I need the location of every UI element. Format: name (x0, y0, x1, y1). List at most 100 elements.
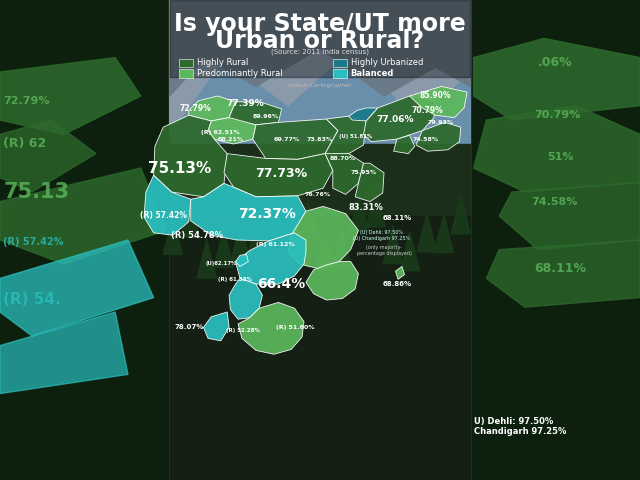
Polygon shape (0, 240, 154, 336)
Text: 76.76%: 76.76% (305, 192, 332, 197)
Bar (170, 0, 470, 480)
Polygon shape (401, 220, 420, 259)
Text: 77.39%: 77.39% (227, 99, 264, 108)
Text: 68.21%: 68.21% (217, 137, 244, 142)
Polygon shape (163, 204, 182, 242)
Polygon shape (229, 102, 282, 125)
Text: (U)62.17%: (U)62.17% (205, 262, 236, 266)
Polygon shape (486, 240, 640, 307)
Text: Highly Urbanized: Highly Urbanized (351, 59, 423, 67)
Polygon shape (253, 119, 338, 159)
Polygon shape (214, 184, 233, 223)
Bar (170, 0, 470, 77)
Text: 68.11%: 68.11% (382, 216, 412, 221)
Polygon shape (306, 262, 358, 300)
Polygon shape (170, 0, 470, 96)
Polygon shape (474, 106, 640, 192)
Text: 66.4%: 66.4% (257, 277, 306, 291)
FancyBboxPatch shape (179, 69, 193, 78)
Polygon shape (474, 38, 640, 120)
Polygon shape (299, 208, 318, 246)
Text: (R) 62: (R) 62 (3, 137, 46, 151)
Text: 83.31%: 83.31% (349, 203, 383, 212)
Text: (R) 54.: (R) 54. (3, 292, 61, 308)
Text: Balanced: Balanced (351, 69, 394, 78)
Polygon shape (229, 278, 262, 319)
Text: (R) 57.42%: (R) 57.42% (140, 211, 187, 219)
Text: (R) 57.42%: (R) 57.42% (3, 238, 63, 247)
Polygon shape (191, 183, 306, 241)
Polygon shape (265, 228, 284, 266)
FancyBboxPatch shape (333, 69, 347, 78)
Text: 85.90%: 85.90% (419, 92, 451, 100)
Bar (0, 0, 170, 480)
FancyBboxPatch shape (179, 59, 193, 67)
Text: 77.06%: 77.06% (377, 115, 414, 123)
Bar (470, 0, 640, 480)
Polygon shape (349, 236, 369, 274)
Text: 77.73%: 77.73% (255, 167, 308, 180)
Polygon shape (417, 233, 436, 271)
Text: 70.79%: 70.79% (412, 106, 444, 115)
Polygon shape (316, 197, 335, 235)
Polygon shape (248, 222, 267, 261)
Polygon shape (416, 122, 461, 151)
Text: 74.58%: 74.58% (531, 197, 577, 206)
Text: 79.93%: 79.93% (427, 120, 454, 125)
Polygon shape (0, 120, 96, 192)
Polygon shape (197, 235, 216, 273)
Text: 70.79%: 70.79% (534, 110, 580, 120)
Polygon shape (451, 229, 470, 267)
Text: (U) 51.81%: (U) 51.81% (339, 134, 372, 139)
Polygon shape (208, 118, 256, 144)
Text: Urban or Rural?: Urban or Rural? (216, 29, 424, 53)
Text: (R) 51.60%: (R) 51.60% (276, 325, 315, 330)
Text: 75.13%: 75.13% (148, 161, 211, 177)
Polygon shape (0, 58, 141, 134)
Text: (Source: 2011 India census): (Source: 2011 India census) (271, 48, 369, 55)
Text: 75.95%: 75.95% (350, 170, 377, 175)
Text: 88.70%: 88.70% (330, 156, 356, 161)
Polygon shape (396, 266, 404, 279)
Polygon shape (180, 227, 199, 265)
Text: (U) Dehli: 97.50%
(U) Chandigarh 97.25%: (U) Dehli: 97.50% (U) Chandigarh 97.25% (353, 230, 410, 240)
Polygon shape (383, 208, 403, 246)
Text: 51%: 51% (547, 153, 573, 162)
Text: 75.13: 75.13 (3, 182, 69, 202)
Polygon shape (410, 86, 467, 118)
Text: 72.37%: 72.37% (239, 206, 296, 221)
Polygon shape (499, 182, 640, 250)
Text: 89.96%: 89.96% (252, 114, 279, 119)
Text: Indian Cartographer: Indian Cartographer (288, 83, 352, 88)
Polygon shape (204, 312, 229, 341)
Text: Predominantly Rural: Predominantly Rural (197, 69, 283, 78)
Polygon shape (236, 233, 306, 284)
Bar (170, 216, 470, 480)
Polygon shape (333, 196, 352, 234)
Polygon shape (0, 312, 128, 394)
Polygon shape (144, 175, 191, 235)
Polygon shape (238, 302, 304, 354)
Text: 78.07%: 78.07% (174, 324, 204, 330)
Polygon shape (154, 115, 227, 197)
Text: 72.79%: 72.79% (179, 104, 211, 113)
Polygon shape (325, 116, 366, 156)
Text: (R) 62.51%: (R) 62.51% (202, 130, 240, 135)
Text: 68.86%: 68.86% (382, 281, 412, 287)
Text: Is your State/UT more: Is your State/UT more (174, 12, 466, 36)
Polygon shape (349, 108, 378, 121)
Text: (only majority-
percentage displayed): (only majority- percentage displayed) (356, 245, 412, 256)
Text: 73.83%: 73.83% (307, 137, 333, 142)
Polygon shape (189, 96, 236, 121)
Polygon shape (0, 168, 166, 264)
Text: 74.58%: 74.58% (412, 137, 439, 142)
Polygon shape (364, 96, 435, 142)
FancyBboxPatch shape (333, 59, 347, 67)
Text: 69.77%: 69.77% (273, 137, 300, 142)
Text: 72.79%: 72.79% (3, 96, 50, 106)
Polygon shape (394, 135, 415, 154)
Text: (R) 61.33%: (R) 61.33% (218, 277, 253, 282)
Polygon shape (236, 254, 248, 266)
Text: Highly Rural: Highly Rural (197, 59, 248, 67)
Polygon shape (170, 0, 470, 134)
